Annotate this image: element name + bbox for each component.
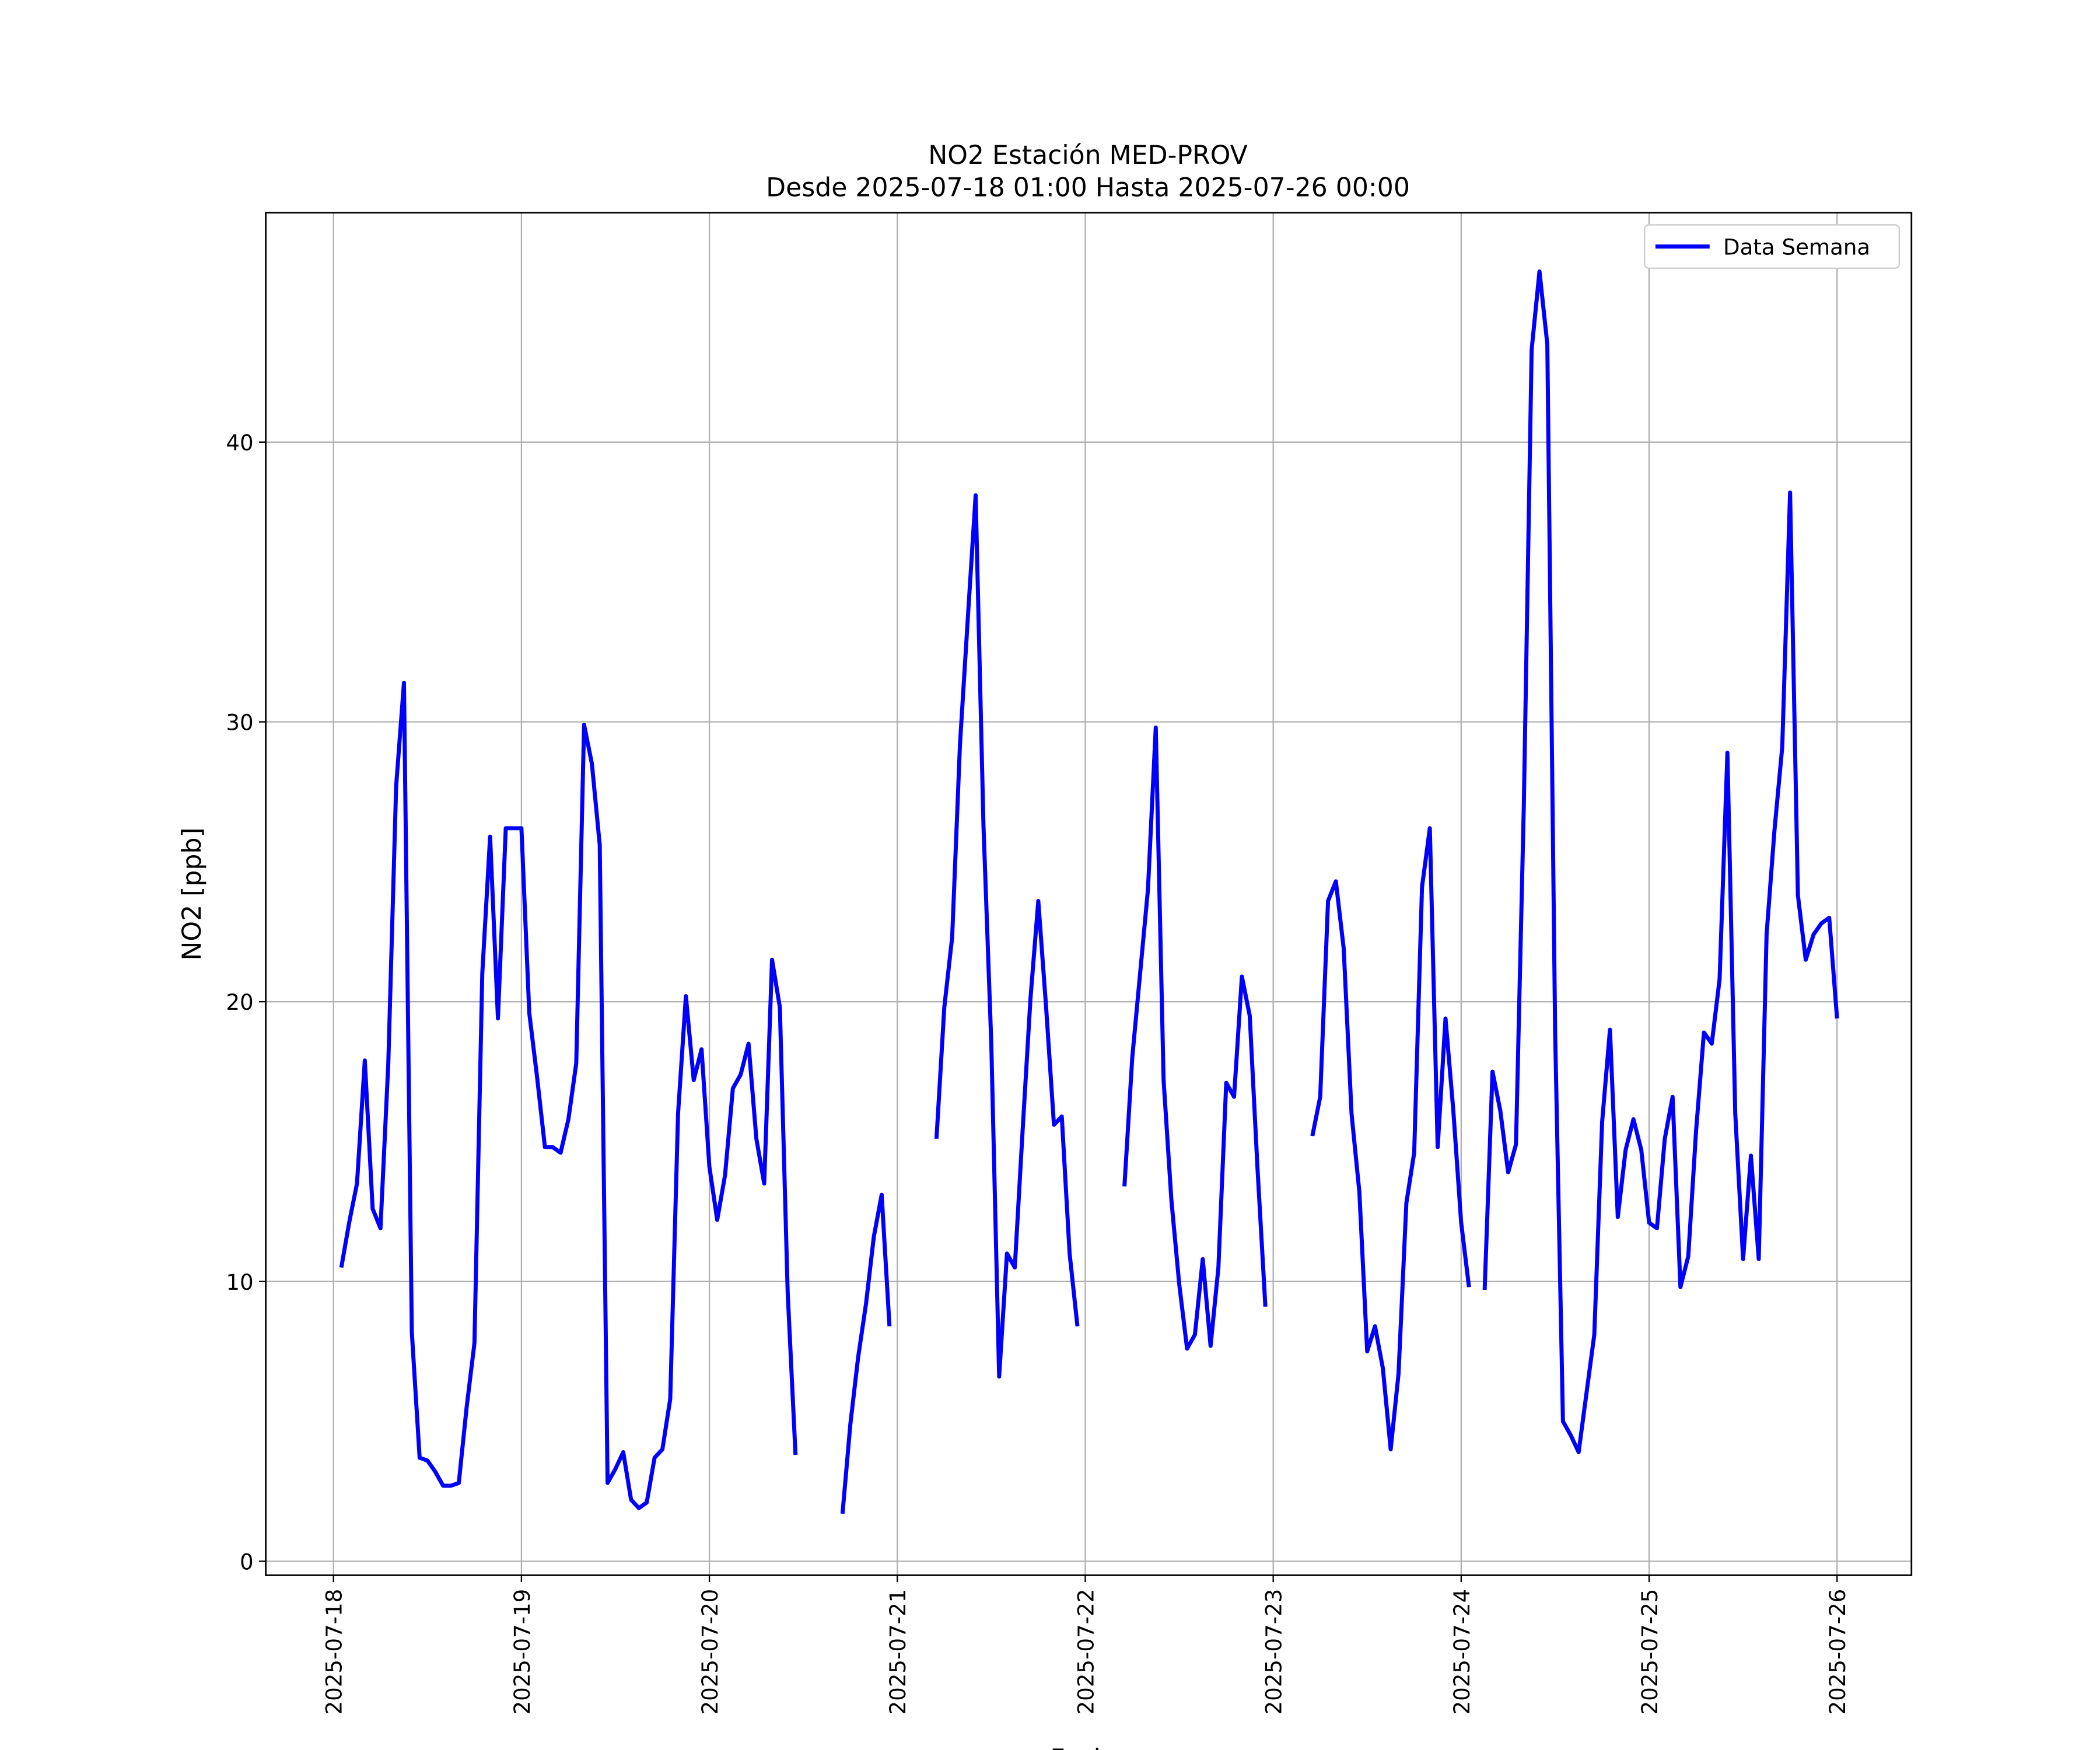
chart-title: NO2 Estación MED-PROV — [928, 141, 1248, 170]
y-axis-label: NO2 [ppb] — [177, 827, 207, 960]
x-tick-label: 2025-07-20 — [698, 1589, 723, 1715]
y-tick-label: 30 — [226, 710, 253, 735]
x-tick-label: 2025-07-21 — [886, 1589, 911, 1715]
legend-label: Data Semana — [1723, 235, 1870, 260]
chart-subtitle: Desde 2025-07-18 01:00 Hasta 2025-07-26 … — [766, 173, 1410, 203]
y-tick-label: 20 — [226, 990, 253, 1015]
y-tick-label: 10 — [226, 1270, 253, 1295]
y-tick-label: 40 — [226, 430, 253, 456]
x-tick-label: 2025-07-18 — [322, 1589, 347, 1715]
grid — [265, 212, 1912, 1576]
x-tick-label: 2025-07-23 — [1262, 1589, 1287, 1715]
x-tick-label: 2025-07-24 — [1450, 1589, 1475, 1715]
x-tick-label: 2025-07-26 — [1825, 1589, 1850, 1715]
y-tick-label: 0 — [240, 1549, 254, 1574]
data-line — [339, 269, 1839, 1514]
x-tick-label: 2025-07-25 — [1637, 1589, 1662, 1715]
x-tick-label: 2025-07-22 — [1073, 1589, 1098, 1715]
x-tick-label: 2025-07-19 — [510, 1589, 535, 1715]
plot-frame — [265, 212, 1913, 1576]
x-axis-label: Fecha — [1050, 1744, 1125, 1750]
legend-box — [1644, 224, 1901, 269]
